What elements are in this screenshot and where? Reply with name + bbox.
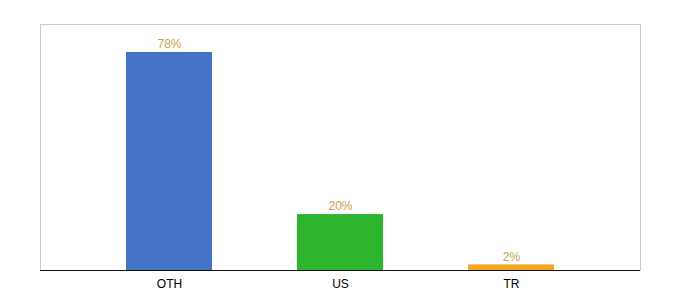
svg-text:78%: 78% bbox=[157, 37, 181, 51]
svg-text:OTH: OTH bbox=[157, 277, 182, 291]
svg-text:US: US bbox=[332, 277, 349, 291]
svg-text:TR: TR bbox=[504, 277, 520, 291]
svg-text:2%: 2% bbox=[503, 250, 521, 264]
svg-text:20%: 20% bbox=[328, 199, 352, 213]
